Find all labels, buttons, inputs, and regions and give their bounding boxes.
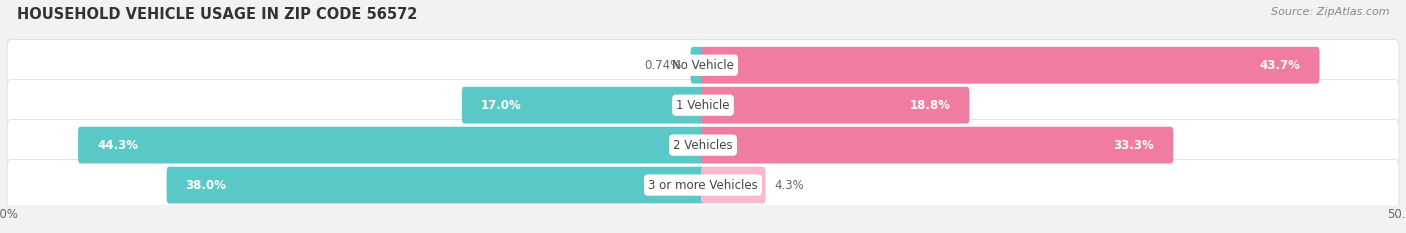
FancyBboxPatch shape [690,47,706,84]
FancyBboxPatch shape [79,127,704,164]
FancyBboxPatch shape [700,47,1319,84]
Text: 44.3%: 44.3% [97,139,138,152]
Text: 4.3%: 4.3% [775,178,804,192]
Text: 18.8%: 18.8% [910,99,950,112]
Text: 33.3%: 33.3% [1114,139,1154,152]
Text: HOUSEHOLD VEHICLE USAGE IN ZIP CODE 56572: HOUSEHOLD VEHICLE USAGE IN ZIP CODE 5657… [17,7,418,22]
FancyBboxPatch shape [166,167,704,203]
Text: 0.74%: 0.74% [644,59,682,72]
FancyBboxPatch shape [7,40,1399,91]
Text: 17.0%: 17.0% [481,99,522,112]
FancyBboxPatch shape [700,127,1173,164]
FancyBboxPatch shape [461,87,706,123]
Text: 1 Vehicle: 1 Vehicle [676,99,730,112]
FancyBboxPatch shape [700,167,765,203]
Text: 38.0%: 38.0% [186,178,226,192]
Text: 43.7%: 43.7% [1260,59,1301,72]
Text: 2 Vehicles: 2 Vehicles [673,139,733,152]
FancyBboxPatch shape [7,80,1399,131]
Text: Source: ZipAtlas.com: Source: ZipAtlas.com [1271,7,1389,17]
FancyBboxPatch shape [700,87,970,123]
Text: No Vehicle: No Vehicle [672,59,734,72]
Text: 3 or more Vehicles: 3 or more Vehicles [648,178,758,192]
FancyBboxPatch shape [7,160,1399,211]
FancyBboxPatch shape [7,120,1399,171]
